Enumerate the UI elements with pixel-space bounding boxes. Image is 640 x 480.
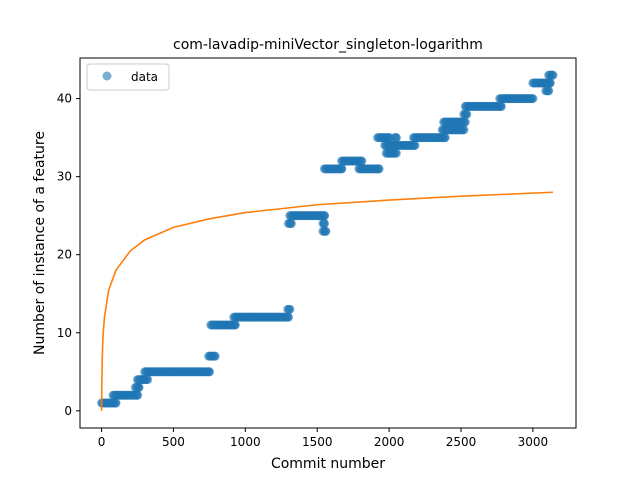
- data-point: [357, 156, 367, 166]
- plot-frame: [79, 57, 577, 429]
- data-point: [283, 312, 293, 322]
- data-point: [337, 164, 347, 174]
- x-axis-label: Commit number: [271, 456, 385, 472]
- data-point: [544, 86, 554, 96]
- data-point: [391, 133, 401, 143]
- y-axis-ticks: 0 10 20 30 40: [57, 92, 80, 418]
- fit-line-layer: [100, 191, 554, 411]
- x-axis-ticks: 0 500 1000 1500 2000 2500 3000: [98, 428, 548, 449]
- y-axis-label: Number of instance of a feature: [32, 131, 48, 355]
- data-point: [545, 78, 555, 88]
- data-point: [548, 70, 558, 80]
- data-point: [391, 148, 401, 158]
- data-point: [410, 140, 420, 150]
- y-tick-label: 40: [57, 92, 72, 106]
- data-point: [111, 398, 121, 408]
- data-point: [462, 109, 472, 119]
- legend-label-data: data: [131, 70, 158, 84]
- data-point: [319, 211, 329, 221]
- y-tick-label: 10: [57, 326, 72, 340]
- fit-line: [100, 191, 554, 411]
- data-point: [321, 226, 331, 236]
- data-point: [133, 390, 143, 400]
- data-point: [319, 218, 329, 228]
- legend-marker-data: [102, 71, 112, 81]
- data-point: [230, 320, 240, 330]
- data-layer: [97, 70, 558, 408]
- data-point: [496, 101, 506, 111]
- data-point: [143, 375, 153, 385]
- y-tick-label: 20: [57, 248, 72, 262]
- data-point: [286, 218, 296, 228]
- data-point: [460, 117, 470, 127]
- legend: data: [86, 63, 170, 91]
- legend-box: [86, 63, 170, 91]
- data-point: [374, 164, 384, 174]
- data-point: [210, 351, 220, 361]
- data-point: [459, 125, 469, 135]
- x-tick-label: 2000: [374, 435, 405, 449]
- chart-title: com-lavadip-miniVector_singleton-logarit…: [173, 37, 483, 53]
- x-tick-label: 3000: [518, 435, 549, 449]
- x-tick-label: 1500: [302, 435, 333, 449]
- data-point: [440, 133, 450, 143]
- data-point: [285, 304, 295, 314]
- x-tick-label: 1000: [230, 435, 261, 449]
- x-tick-label: 500: [162, 435, 185, 449]
- x-tick-label: 0: [98, 435, 106, 449]
- y-tick-label: 30: [57, 170, 72, 184]
- data-point: [204, 367, 214, 377]
- y-tick-label: 0: [64, 404, 72, 418]
- x-tick-label: 2500: [446, 435, 477, 449]
- plot-area: [80, 58, 576, 428]
- data-point: [528, 94, 538, 104]
- data-point: [134, 382, 144, 392]
